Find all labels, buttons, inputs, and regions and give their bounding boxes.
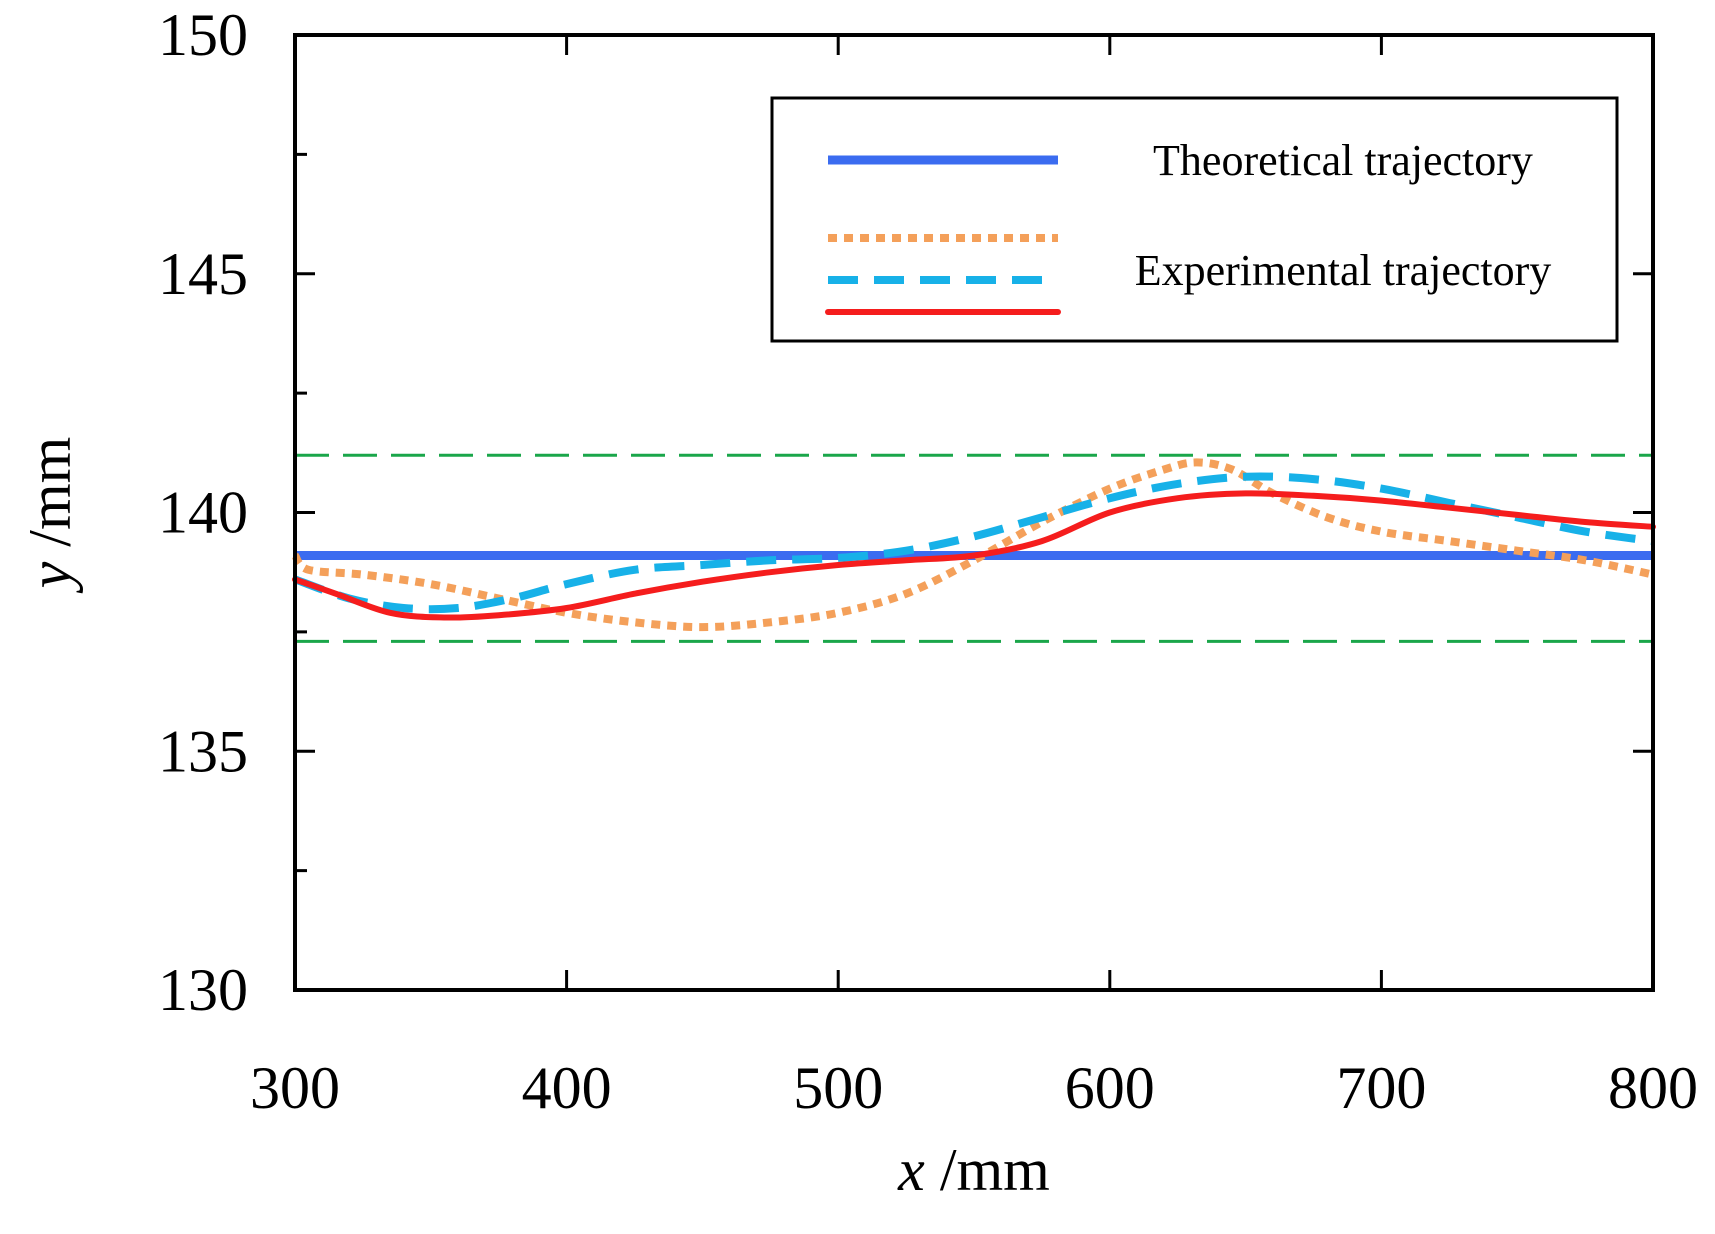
x-tick-label-400: 400: [522, 1055, 612, 1121]
legend-box: [770, 96, 1619, 343]
legend-label-theoretical: Theoretical trajectory: [1153, 136, 1533, 185]
legend-samples: [825, 155, 1061, 315]
x-tick-label-500: 500: [793, 1055, 883, 1121]
x-axis-title: x /mm: [897, 1137, 1050, 1203]
y-tick-label-135: 135: [158, 718, 248, 784]
tolerance-band: [295, 453, 1653, 643]
x-tick-label-800: 800: [1608, 1055, 1698, 1121]
series-layer: [291, 458, 1656, 632]
x-axis-unit: /mm: [925, 1137, 1050, 1203]
axis-ticks: 300 400 500 600 700 800 130 135 140 145 150: [158, 2, 1698, 1121]
legend: Theoretical trajectory Experimental traj…: [770, 96, 1619, 343]
y-tick-label-150: 150: [158, 2, 248, 68]
y-axis-title: y /mm: [17, 437, 83, 595]
legend-label-experimental: Experimental trajectory: [1135, 246, 1552, 295]
series-line-3: [292, 490, 1656, 621]
y-axis-var: y: [17, 561, 83, 594]
x-tick-label-300: 300: [250, 1055, 340, 1121]
x-tick-label-700: 700: [1336, 1055, 1426, 1121]
y-tick-label-140: 140: [158, 480, 248, 546]
y-axis-unit: /mm: [17, 437, 83, 562]
x-tick-label-600: 600: [1065, 1055, 1155, 1121]
y-tick-label-130: 130: [158, 957, 248, 1023]
x-axis-var: x: [897, 1137, 925, 1203]
y-tick-label-145: 145: [158, 241, 248, 307]
series-line-2: [293, 472, 1654, 614]
